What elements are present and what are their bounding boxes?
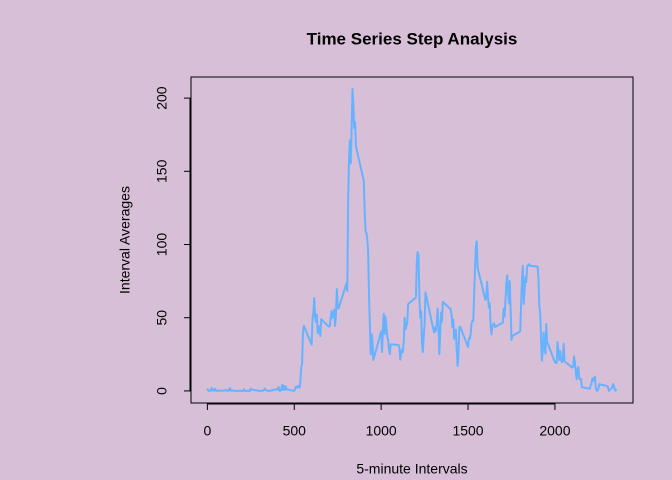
y-tick-label: 50 [154, 310, 170, 326]
x-tick-label: 500 [283, 423, 307, 439]
chart-title: Time Series Step Analysis [307, 29, 518, 48]
x-tick-label: 2000 [539, 423, 570, 439]
y-tick-label: 200 [154, 86, 170, 110]
plot-box [190, 76, 634, 404]
y-tick-label: 100 [154, 233, 170, 257]
data-line [206, 88, 618, 392]
x-tick-label: 0 [203, 423, 211, 439]
y-tick-label: 0 [154, 387, 170, 395]
x-axis-label: 5-minute Intervals [356, 461, 467, 477]
x-tick-label: 1500 [452, 423, 483, 439]
y-tick-label: 150 [154, 159, 170, 183]
y-axis-label: Interval Averages [117, 186, 133, 294]
x-tick-label: 1000 [366, 423, 397, 439]
